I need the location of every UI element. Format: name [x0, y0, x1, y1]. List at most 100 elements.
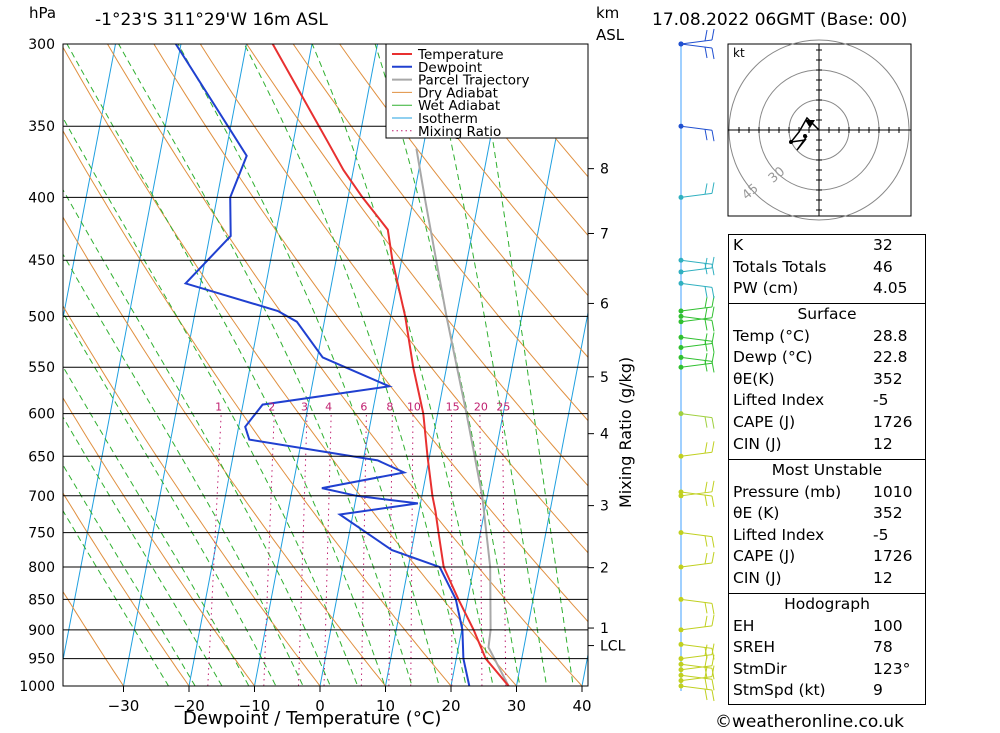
pressure-tick-label: 650	[28, 449, 55, 465]
legend-label: Dry Adiabat	[418, 85, 498, 101]
wind-barb-feather	[704, 552, 708, 565]
isotherm-line	[581, 652, 588, 686]
hodograph-row: EH 100	[733, 616, 903, 635]
isotherm-line	[122, 44, 248, 686]
wind-barb-feather	[704, 688, 708, 701]
pressure-tick-label: 850	[28, 592, 55, 608]
mixing-ratio-line	[297, 413, 308, 686]
isotherm-line	[253, 44, 379, 686]
wind-barb-feather	[704, 46, 708, 59]
wind-barb	[680, 336, 713, 342]
pressure-tick-label: 700	[28, 489, 55, 505]
legend-label: Isotherm	[418, 111, 478, 127]
wind-barb	[680, 362, 713, 368]
wind-barb-feather	[704, 263, 708, 275]
wind-barb-feather	[704, 129, 708, 141]
wind-barb-feather	[704, 319, 708, 331]
wind-barb-feather	[704, 416, 708, 428]
most-unstable-row: Pressure (mb) 1010	[733, 482, 913, 501]
wind-barb	[680, 674, 713, 680]
wind-barb-feather	[711, 679, 715, 691]
wet-adiabat-line	[429, 44, 548, 686]
wind-barb	[680, 643, 713, 649]
surface-row: θE(K) 352	[733, 369, 903, 388]
wind-barb	[680, 532, 713, 538]
dry-adiabat-line	[431, 44, 588, 237]
km-tick-label: 4	[600, 427, 609, 443]
mixing-ratio-label: 10	[407, 401, 421, 414]
temp-tick-label: 30	[507, 697, 526, 715]
most-unstable-row: CAPE (J) 1726	[733, 547, 913, 566]
plot-frame	[62, 43, 589, 687]
wind-barb	[680, 342, 713, 348]
legend-label: Dewpoint	[418, 60, 482, 76]
wind-barb-feather	[704, 678, 708, 690]
wind-barb-feather	[704, 296, 708, 309]
wind-barb-feather	[711, 603, 715, 615]
wet-adiabat-line	[63, 463, 196, 686]
wind-barb-feather	[704, 286, 708, 298]
wind-barb-feather	[711, 614, 715, 626]
wind-barb	[680, 282, 713, 288]
wind-barb-feather	[704, 307, 708, 319]
legend-label: Wet Adiabat	[418, 98, 500, 114]
pressure-tick-label: 300	[28, 37, 55, 53]
indices-panel: K 32 Totals Totals 46 PW (cm) 4.05	[728, 234, 926, 304]
wind-barb	[680, 562, 713, 568]
copyright-footer: ©weatheronline.co.uk	[715, 712, 905, 732]
wind-barb-feather	[704, 535, 708, 547]
wet-adiabat-line	[476, 44, 574, 686]
dry-adiabat-line	[338, 44, 588, 359]
wind-barb-feather	[711, 130, 715, 142]
wind-barb	[680, 413, 713, 419]
km-tick-label: 2	[600, 561, 609, 577]
wind-barb-feather	[711, 495, 715, 508]
dry-adiabat-line	[478, 44, 588, 178]
surface-row: CAPE (J) 1726	[733, 412, 913, 431]
wind-barbs	[678, 28, 715, 702]
pressure-tick-label: 500	[28, 309, 55, 325]
wind-barb	[680, 267, 713, 273]
most-unstable-row: CIN (J) 12	[733, 568, 893, 587]
pressure-tick-label: 900	[28, 623, 55, 639]
wind-barb-feather	[711, 287, 715, 299]
mixing-ratio-label: 25	[496, 401, 510, 414]
wind-barb	[680, 491, 713, 497]
wind-barb-feather	[711, 361, 715, 373]
wind-barb-feather	[704, 667, 708, 679]
isotherm-line	[63, 44, 117, 321]
wet-adiabat-line	[177, 44, 440, 686]
wind-barb-feather	[711, 28, 715, 41]
mixing-ratio-line	[410, 413, 414, 686]
temp-tick-label: 0	[315, 697, 325, 715]
wind-barb-feather	[711, 306, 715, 318]
km-tick-label: LCL	[600, 639, 626, 655]
wind-barb-feather	[711, 441, 715, 453]
temp-tick-label: 10	[376, 697, 395, 715]
storm-motion-marker	[805, 120, 815, 128]
mixing-ratio-label: 15	[446, 401, 460, 414]
mixing-ratio-line	[501, 413, 507, 686]
wind-barb	[680, 315, 713, 321]
mixing-ratio-line	[388, 413, 393, 686]
asl-unit-label: ASL	[596, 26, 625, 44]
wind-barb-feather	[711, 536, 715, 548]
surface-row: Lifted Index -5	[733, 391, 889, 410]
wet-adiabat-line	[63, 416, 223, 686]
mixing-ratio-axis-label: Mixing Ratio (g/kg)	[616, 356, 635, 508]
wind-barb-feather	[711, 182, 715, 194]
km-tick-label: 6	[600, 296, 609, 312]
pressure-tick-label: 550	[28, 360, 55, 376]
hodograph-params-panel: Hodograph EH 100 SREH 78 StmDir 123° StmSpd…	[728, 593, 926, 705]
location-title: -1°23'S 311°29'W 16m ASL	[95, 10, 328, 30]
wind-barb-feather	[711, 341, 715, 353]
wind-barb	[680, 306, 713, 312]
wind-barb-feather	[711, 47, 715, 60]
km-tick-label: 1	[600, 621, 609, 637]
wind-barb-feather	[711, 689, 715, 702]
hodograph-params-title: Hodograph	[784, 595, 870, 613]
dry-adiabat-line	[63, 492, 190, 686]
mixing-ratio-line	[360, 413, 367, 686]
temp-tick-label: 40	[572, 697, 591, 715]
temp-tick-label: 20	[441, 697, 460, 715]
